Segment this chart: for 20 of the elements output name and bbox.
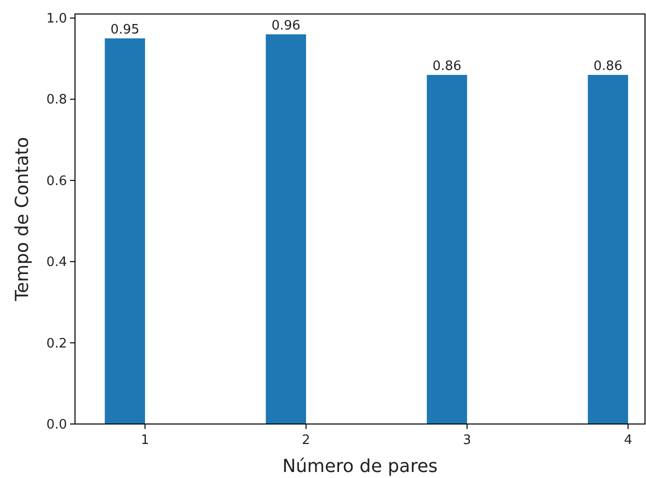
bar [588,74,628,424]
y-tick-label: 0.2 [46,336,67,352]
bar [104,38,146,424]
x-tick-label: 3 [462,433,472,448]
x-tick-label: 2 [302,433,310,448]
y-tick-label: 0.0 [46,418,67,432]
data-label: 0.95 [110,22,140,38]
bar [426,74,468,424]
y-axis-title: Tempo de Contato [12,136,33,302]
x-tick-label: 1 [140,433,150,448]
y-tick-label: 0.4 [46,255,67,270]
bar [266,34,306,424]
y-tick-label: 0.6 [46,174,67,189]
data-label: 0.86 [432,58,462,74]
x-axis-title: Número de pares [282,456,438,477]
data-label: 0.96 [271,18,300,34]
y-tick-label: 1.0 [46,12,67,27]
x-tick-label: 4 [624,433,632,448]
data-label: 0.86 [593,58,622,74]
y-tick-label: 0.8 [46,92,67,108]
